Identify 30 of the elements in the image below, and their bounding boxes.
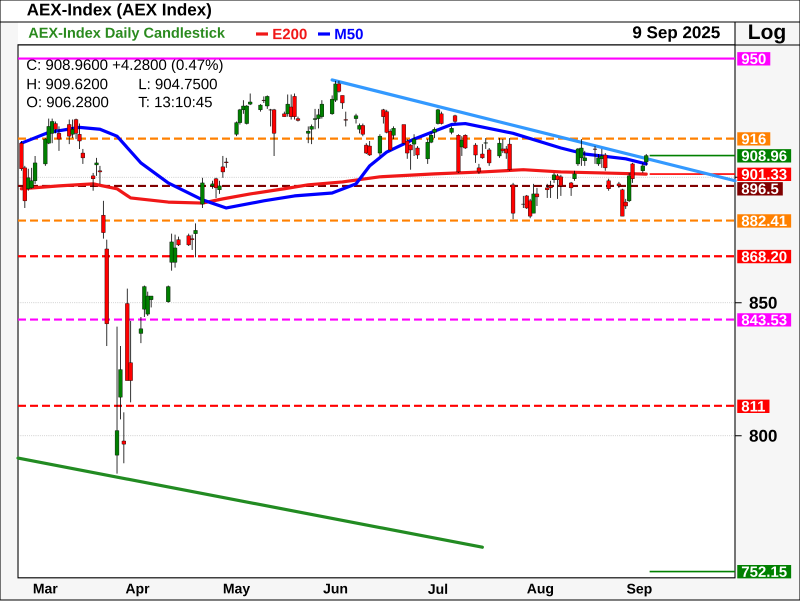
annotation: T: 13:10:45 — [138, 96, 212, 108]
ref-line-label: 901.33 — [742, 168, 787, 180]
ref-line-label: 811 — [742, 400, 766, 412]
y-tick-label: 800 — [750, 430, 777, 442]
ref-line-label: 908.96 — [742, 150, 787, 162]
x-tick-label: Aug — [527, 584, 554, 596]
x-tick-label: Apr — [126, 584, 150, 596]
x-tick-label: Jun — [323, 584, 348, 594]
x-tick-label: May — [224, 584, 250, 596]
ref-line-label: 868.20 — [742, 251, 787, 262]
x-tick-label: Jul — [428, 584, 448, 594]
chart-subtitle: AEX-Index Daily Candlestick — [28, 27, 225, 41]
y-tick-label: 850 — [750, 296, 777, 309]
ref-line-label: 896.5 — [742, 183, 778, 194]
annotation: H: 909.6200 — [28, 78, 108, 90]
ref-line-label: 950 — [742, 53, 766, 64]
ref-line-label: 882.41 — [742, 216, 787, 226]
ref-line-label: 752.15 — [742, 566, 787, 577]
x-tick-label: Sep — [626, 584, 652, 596]
text: 9 Sep 2025 — [632, 26, 720, 42]
ref-line-label: 916 — [742, 134, 766, 144]
chart-title: AEX-Index (AEX Index) — [27, 3, 211, 19]
annotation: C: 908.9600 +4.2800 (0.47%) — [27, 59, 223, 73]
text: E200 — [273, 28, 307, 40]
text: M50 — [335, 28, 363, 40]
x-tick-label: Mar — [34, 584, 58, 594]
annotation: L: 904.7500 — [140, 78, 217, 90]
annotation: O: 906.2800 — [26, 96, 108, 108]
text: Log — [749, 24, 785, 44]
ref-line-label: 843.53 — [742, 314, 787, 326]
